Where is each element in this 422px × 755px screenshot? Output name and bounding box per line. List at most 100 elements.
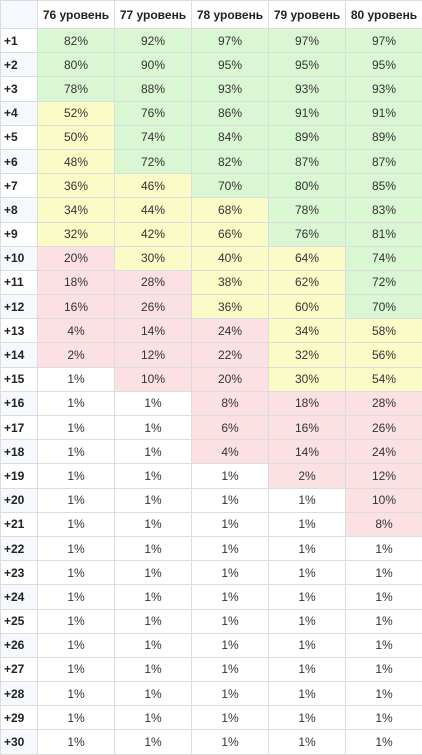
chance-cell: 1% (115, 585, 192, 609)
chance-cell: 1% (38, 464, 115, 488)
chance-cell: 2% (38, 343, 115, 367)
row-label: +11 (1, 270, 38, 294)
row-label: +25 (1, 609, 38, 633)
chance-cell: 1% (38, 682, 115, 706)
chance-cell: 22% (192, 343, 269, 367)
chance-cell: 1% (269, 488, 346, 512)
chance-cell: 90% (115, 53, 192, 77)
chance-cell: 4% (38, 319, 115, 343)
chance-cell: 1% (269, 706, 346, 730)
row-label: +19 (1, 464, 38, 488)
chance-cell: 12% (346, 464, 422, 488)
chance-cell: 20% (38, 246, 115, 270)
chance-cell: 1% (38, 488, 115, 512)
chance-cell: 1% (38, 512, 115, 536)
chance-cell: 89% (346, 125, 422, 149)
chance-cell: 1% (115, 682, 192, 706)
chance-cell: 1% (192, 585, 269, 609)
row-label: +7 (1, 174, 38, 198)
chance-cell: 58% (346, 319, 422, 343)
chance-cell: 66% (192, 222, 269, 246)
row-label: +21 (1, 512, 38, 536)
chance-cell: 36% (192, 295, 269, 319)
header-level-76: 76 уровень (38, 1, 115, 29)
row-label: +16 (1, 391, 38, 415)
chance-cell: 12% (115, 343, 192, 367)
chance-cell: 80% (269, 174, 346, 198)
chance-cell: 85% (346, 174, 422, 198)
chance-cell: 70% (192, 174, 269, 198)
chance-cell: 86% (192, 101, 269, 125)
chance-cell: 95% (269, 53, 346, 77)
chance-cell: 74% (115, 125, 192, 149)
row-label: +13 (1, 319, 38, 343)
chance-cell: 10% (346, 488, 422, 512)
row-label: +5 (1, 125, 38, 149)
chance-cell: 14% (269, 440, 346, 464)
chance-cell: 1% (38, 585, 115, 609)
row-label: +14 (1, 343, 38, 367)
chance-cell: 1% (269, 609, 346, 633)
chance-cell: 1% (192, 464, 269, 488)
chance-cell: 14% (115, 319, 192, 343)
chance-cell: 46% (115, 174, 192, 198)
chance-cell: 1% (192, 706, 269, 730)
chance-cell: 30% (115, 246, 192, 270)
chance-cell: 1% (269, 536, 346, 560)
chance-cell: 83% (346, 198, 422, 222)
chance-cell: 1% (192, 609, 269, 633)
chance-cell: 93% (269, 77, 346, 101)
row-label: +29 (1, 706, 38, 730)
chance-cell: 76% (115, 101, 192, 125)
chance-cell: 1% (38, 536, 115, 560)
chance-cell: 1% (38, 391, 115, 415)
chance-cell: 1% (192, 488, 269, 512)
chance-cell: 1% (115, 440, 192, 464)
chance-cell: 97% (192, 29, 269, 53)
chance-cell: 76% (269, 222, 346, 246)
row-label: +1 (1, 29, 38, 53)
chance-cell: 1% (269, 633, 346, 657)
chance-cell: 1% (38, 730, 115, 754)
chance-cell: 1% (115, 464, 192, 488)
chance-cell: 89% (269, 125, 346, 149)
chance-cell: 44% (115, 198, 192, 222)
chance-cell: 1% (346, 536, 422, 560)
chance-cell: 91% (269, 101, 346, 125)
chance-cell: 8% (192, 391, 269, 415)
chance-cell: 40% (192, 246, 269, 270)
chance-cell: 54% (346, 367, 422, 391)
chance-cell: 78% (269, 198, 346, 222)
chance-cell: 1% (346, 585, 422, 609)
chance-cell: 24% (346, 440, 422, 464)
chance-cell: 82% (192, 149, 269, 173)
chance-cell: 1% (192, 657, 269, 681)
row-label: +15 (1, 367, 38, 391)
row-label: +9 (1, 222, 38, 246)
chance-cell: 24% (192, 319, 269, 343)
chance-cell: 1% (115, 391, 192, 415)
chance-cell: 1% (38, 633, 115, 657)
chance-cell: 91% (346, 101, 422, 125)
chance-cell: 64% (269, 246, 346, 270)
chance-cell: 1% (115, 512, 192, 536)
row-label: +10 (1, 246, 38, 270)
header-corner (1, 1, 38, 29)
chance-cell: 72% (346, 270, 422, 294)
chance-cell: 1% (115, 609, 192, 633)
